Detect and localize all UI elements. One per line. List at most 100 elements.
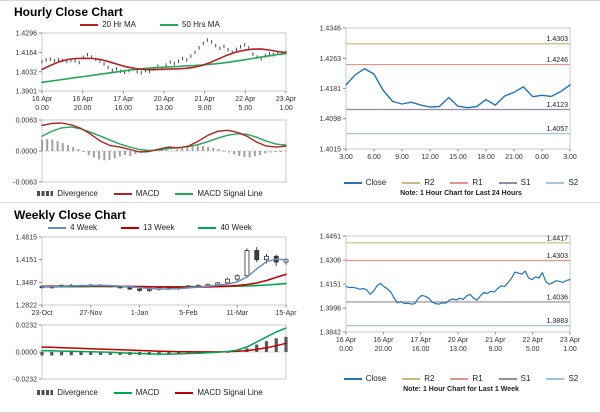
svg-text:1.4036: 1.4036 bbox=[547, 294, 569, 301]
legend-label-4-week: 4 Week bbox=[70, 223, 98, 232]
macd-swatch-icon bbox=[113, 192, 132, 195]
svg-text:1.4098: 1.4098 bbox=[320, 116, 342, 123]
macd-swatch-icon bbox=[113, 391, 132, 394]
legend-item-r2: R2 bbox=[402, 374, 434, 383]
hourly-pivot-note: Note: 1 Hour Chart for Last 24 Hours bbox=[400, 190, 522, 197]
legend-label-r1: R1 bbox=[472, 178, 483, 187]
legend-label-s2: S2 bbox=[568, 374, 579, 383]
legend-label-macd: MACD bbox=[135, 189, 160, 198]
hourly-close-panel: Hourly Close Chart 20 Hr MA 50 Hrs MA 1.4… bbox=[0, 1, 300, 202]
legend-item-13-week: 13 Week bbox=[121, 223, 174, 232]
svg-text:1.4461: 1.4461 bbox=[320, 234, 342, 241]
legend-item-50-hrs-ma: 50 Hrs MA bbox=[160, 20, 220, 29]
legend-item-s2: S2 bbox=[546, 374, 578, 383]
macd-signal-line-swatch-icon bbox=[175, 192, 194, 195]
svg-text:17 Apr: 17 Apr bbox=[411, 337, 432, 344]
legend-item-macd-signal-line: MACD Signal Line bbox=[175, 388, 263, 397]
r1-swatch-icon bbox=[450, 181, 469, 184]
svg-text:5-Feb: 5-Feb bbox=[179, 310, 197, 317]
weekly-pivot-chart: 1.4461 1.4306 1.4151 1.3996 1.3842 1.4417 1.43… bbox=[320, 234, 581, 354]
hourly-pivot-chart: 1.4346 1.4263 1.4181 1.4098 1.4015 1.4303 1.42… bbox=[320, 26, 577, 162]
svg-text:0.0063: 0.0063 bbox=[16, 118, 38, 125]
svg-text:1.00: 1.00 bbox=[279, 105, 293, 112]
svg-text:-0.0063: -0.0063 bbox=[13, 180, 37, 187]
weekly-price-legend: 4 Week 13 Week 40 Week bbox=[0, 222, 300, 233]
r2-swatch-icon bbox=[402, 181, 421, 184]
svg-text:0.0232: 0.0232 bbox=[16, 323, 38, 330]
svg-text:9.00: 9.00 bbox=[489, 346, 503, 353]
legend-label-macd: MACD bbox=[135, 388, 160, 397]
r2-swatch-icon bbox=[402, 377, 421, 380]
svg-text:1.4181: 1.4181 bbox=[320, 86, 342, 93]
weekly-pivot-note: Note: 1 Hour Chart for Last 1 Week bbox=[403, 386, 519, 393]
s2-swatch-icon bbox=[546, 181, 565, 184]
13-week-swatch-icon bbox=[121, 226, 140, 229]
legend-item-r2: R2 bbox=[402, 178, 434, 187]
legend-label-s1: S1 bbox=[520, 178, 531, 187]
svg-text:22 Apr: 22 Apr bbox=[235, 96, 256, 103]
svg-text:1.3487: 1.3487 bbox=[16, 280, 38, 287]
svg-text:1.4057: 1.4057 bbox=[547, 126, 569, 133]
legend-item-macd: MACD bbox=[113, 388, 160, 397]
svg-text:1-Jan: 1-Jan bbox=[131, 310, 149, 317]
legend-item-4-week: 4 Week bbox=[48, 223, 97, 232]
svg-text:5.00: 5.00 bbox=[239, 105, 253, 112]
weekly-pivot-legend: Close R2 R1 S1 S2 bbox=[300, 373, 600, 384]
svg-text:1.3901: 1.3901 bbox=[16, 89, 38, 96]
svg-text:1.2822: 1.2822 bbox=[16, 303, 38, 310]
top-row: Hourly Close Chart 20 Hr MA 50 Hrs MA 1.4… bbox=[0, 1, 600, 203]
svg-text:1.3996: 1.3996 bbox=[320, 306, 342, 313]
legend-label-close: Close bbox=[365, 374, 387, 383]
svg-text:23 Apr: 23 Apr bbox=[560, 337, 581, 344]
svg-text:15.00: 15.00 bbox=[449, 154, 467, 161]
legend-label-macd-signal-line: MACD Signal Line bbox=[197, 189, 263, 198]
legend-label-r1: R1 bbox=[472, 374, 483, 383]
legend-item-macd: MACD bbox=[113, 189, 160, 198]
svg-text:1.4151: 1.4151 bbox=[320, 282, 342, 289]
svg-text:11-Mar: 11-Mar bbox=[226, 310, 248, 317]
svg-text:1.4164: 1.4164 bbox=[16, 50, 38, 57]
weekly-chart-title: Weekly Close Chart bbox=[14, 208, 126, 222]
svg-text:0.00: 0.00 bbox=[339, 346, 353, 353]
legend-label-20-hr-ma: 20 Hr MA bbox=[102, 20, 136, 29]
weekly-pivot-panel: 1.4461 1.4306 1.4151 1.3996 1.3842 1.4417 1.43… bbox=[300, 203, 600, 412]
legend-item-40-week: 40 Week bbox=[198, 223, 252, 232]
svg-text:20.00: 20.00 bbox=[375, 346, 393, 353]
svg-text:21 Apr: 21 Apr bbox=[195, 96, 216, 103]
legend-label-r2: R2 bbox=[424, 374, 435, 383]
legend-item-close: Close bbox=[343, 178, 386, 187]
weekly-macd-legend: Divergence MACD MACD Signal Line bbox=[0, 387, 300, 398]
svg-text:1.4032: 1.4032 bbox=[16, 69, 38, 76]
divergence-swatch-icon bbox=[37, 191, 54, 196]
svg-text:20 Apr: 20 Apr bbox=[448, 337, 469, 344]
legend-item-macd-signal-line: MACD Signal Line bbox=[175, 189, 263, 198]
svg-text:16.00: 16.00 bbox=[412, 346, 430, 353]
bottom-row: Weekly Close Chart 4 Week 13 Week 40 Week … bbox=[0, 203, 600, 412]
svg-text:12.00: 12.00 bbox=[421, 154, 439, 161]
legend-label-13-week: 13 Week bbox=[143, 223, 175, 232]
svg-text:16.00: 16.00 bbox=[115, 105, 133, 112]
svg-text:21.00: 21.00 bbox=[505, 154, 523, 161]
svg-text:16 Apr: 16 Apr bbox=[32, 96, 53, 103]
svg-text:22 Apr: 22 Apr bbox=[523, 337, 544, 344]
svg-text:1.4246: 1.4246 bbox=[547, 57, 569, 64]
svg-text:3.00: 3.00 bbox=[563, 154, 577, 161]
hourly-macd-chart: 0.0063 0.0000 -0.0063 bbox=[13, 118, 287, 187]
svg-text:1.4296: 1.4296 bbox=[16, 31, 38, 38]
svg-text:1.4303: 1.4303 bbox=[547, 253, 569, 260]
svg-text:0.0000: 0.0000 bbox=[16, 149, 38, 156]
svg-text:0.00: 0.00 bbox=[35, 105, 49, 112]
svg-text:20.00: 20.00 bbox=[74, 105, 92, 112]
svg-text:0.00: 0.00 bbox=[535, 154, 549, 161]
svg-text:23 Apr: 23 Apr bbox=[276, 96, 297, 103]
svg-text:1.4815: 1.4815 bbox=[16, 235, 38, 242]
svg-text:3.00: 3.00 bbox=[339, 154, 353, 161]
40-week-swatch-icon bbox=[198, 226, 217, 229]
legend-label-40-week: 40 Week bbox=[220, 223, 252, 232]
hourly-price-legend: 20 Hr MA 50 Hrs MA bbox=[0, 19, 300, 30]
hourly-macd-legend: Divergence MACD MACD Signal Line bbox=[0, 188, 300, 199]
legend-label-divergence: Divergence bbox=[57, 189, 98, 198]
